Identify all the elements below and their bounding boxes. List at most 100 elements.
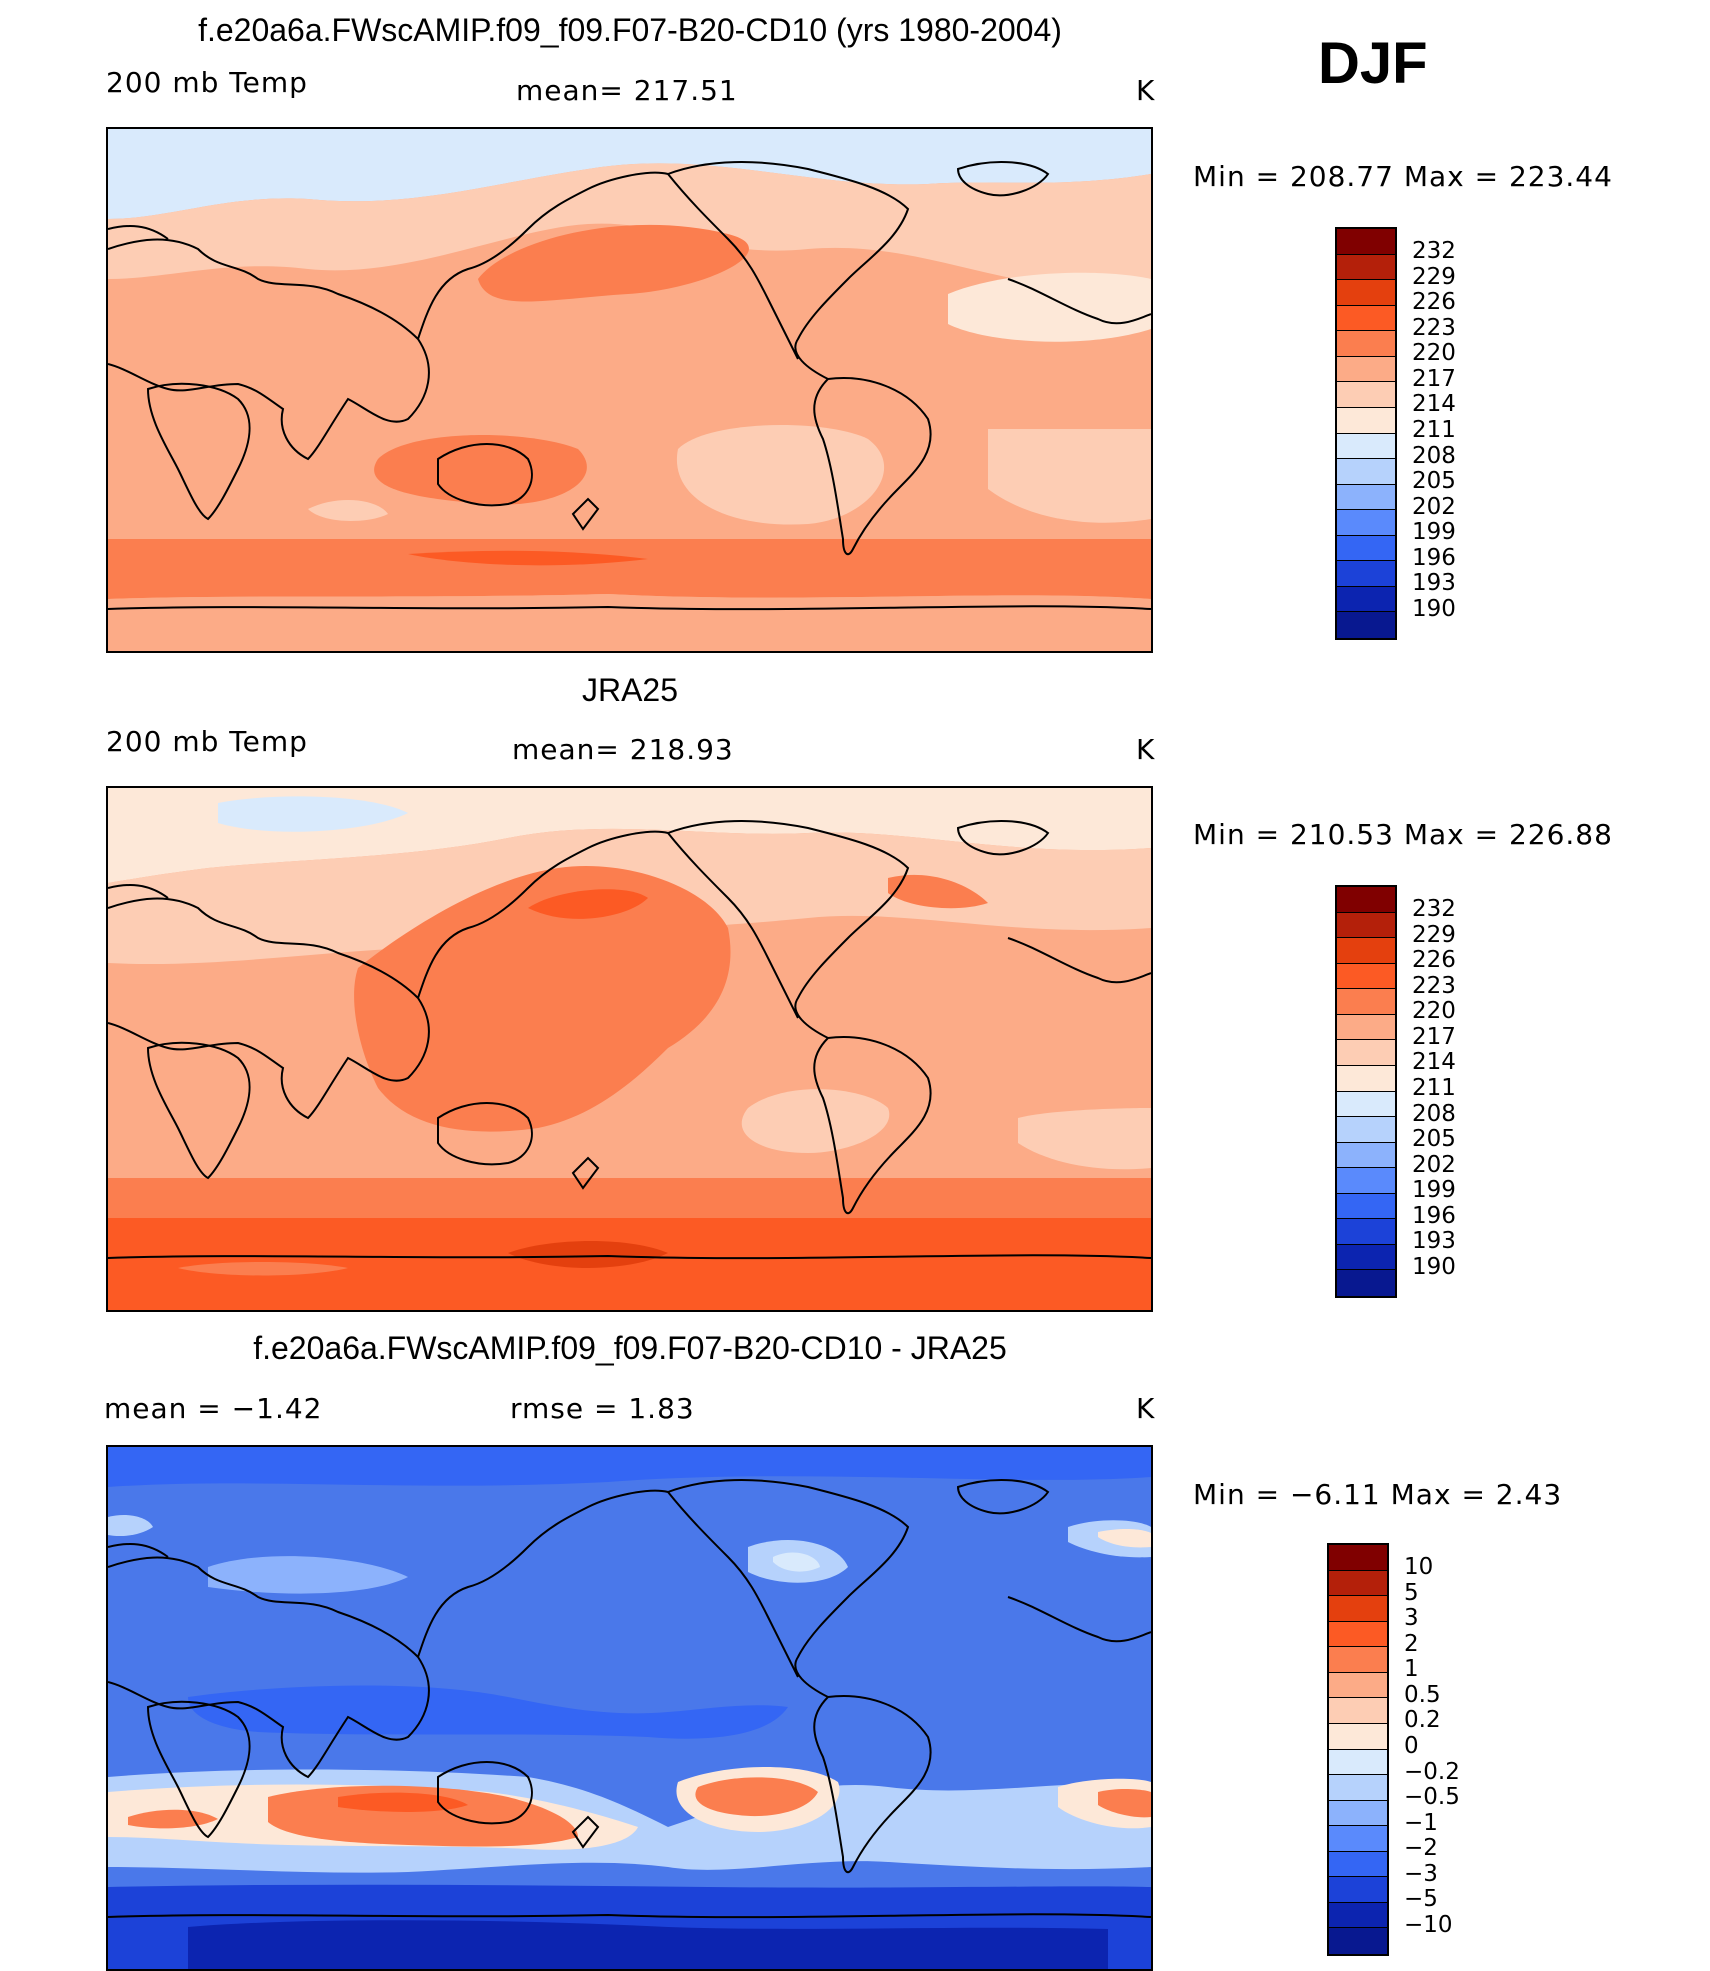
colorbar-tick-label: 0.5 <box>1404 1681 1441 1708</box>
pacific-warm-plume <box>354 866 731 1132</box>
colorbar-tick-label: 190 <box>1412 595 1456 622</box>
colorbar-segment <box>1329 1723 1387 1750</box>
colorbar-tick-label: 193 <box>1412 570 1456 597</box>
colorbar-segment <box>1337 1117 1395 1143</box>
aus-core <box>338 1792 468 1812</box>
colorbar-segment <box>1329 1672 1387 1699</box>
aus-warm <box>374 435 587 505</box>
colorbar-segment <box>1337 305 1395 332</box>
colorbar-segment <box>1337 1065 1395 1092</box>
greenland-outline <box>956 1479 1050 1515</box>
colorbar-tick-label: −2 <box>1404 1835 1438 1862</box>
colorbar-segment <box>1329 1800 1387 1827</box>
panel1-mean: mean= 217.51 <box>516 74 738 107</box>
colorbar-segment <box>1337 887 1395 913</box>
panel1-title: f.e20a6a.FWscAMIP.f09_f09.F07-B20-CD10 (… <box>198 12 1062 48</box>
colorbar-segment <box>1337 1091 1395 1118</box>
ind-pale <box>308 499 388 521</box>
panel3-rmse: rmse = 1.83 <box>510 1392 695 1425</box>
season-label: DJF <box>1318 31 1428 96</box>
namerica-outline <box>667 1479 910 1698</box>
colorbar-segment <box>1337 1244 1395 1271</box>
colorbar-segment <box>1337 1014 1395 1041</box>
colorbar-tick-label: 202 <box>1412 1151 1456 1178</box>
nh-deeper-blue <box>108 1447 1151 1487</box>
colorbar-segment <box>1337 1270 1395 1296</box>
colorbar-tick-label: 217 <box>1412 1023 1456 1050</box>
colorbar-tick-label: 205 <box>1412 1126 1456 1153</box>
europe-outline <box>108 1543 1151 1643</box>
colorbar-tick-label: 226 <box>1412 947 1456 974</box>
colorbar-tick-label: 223 <box>1412 972 1456 999</box>
colorbar-segment <box>1337 433 1395 460</box>
colorbar-tick-label: 220 <box>1412 998 1456 1025</box>
colorbar-tick-label: 5 <box>1404 1579 1419 1606</box>
natl-warm <box>888 874 988 909</box>
colorbar-tick-label: 208 <box>1412 1100 1456 1127</box>
natl-pale <box>1098 1529 1151 1548</box>
colorbar-tick-label: −0.5 <box>1404 1784 1460 1811</box>
panel2-units: K <box>1136 733 1156 766</box>
colorbar-tick-label: 217 <box>1412 365 1456 392</box>
colorbar-tick-label: 229 <box>1412 263 1456 290</box>
panel1-map <box>106 127 1153 653</box>
panel2-colorbar <box>1335 885 1397 1298</box>
antarctic-fill <box>108 594 1151 651</box>
panel3-units: K <box>1136 1392 1156 1425</box>
colorbar-tick-label: 199 <box>1412 1177 1456 1204</box>
eurasia-outline <box>108 1489 669 1779</box>
greenland-outline <box>956 161 1050 197</box>
npac-warm <box>478 224 749 302</box>
panel2-map <box>106 786 1153 1312</box>
colorbar-tick-label: −0.2 <box>1404 1758 1460 1785</box>
eurasia-outline <box>108 830 669 1120</box>
colorbar-tick-label: 193 <box>1412 1228 1456 1255</box>
africa-outline <box>146 1700 251 1839</box>
colorbar-segment <box>1337 407 1395 434</box>
samerica-outline <box>813 377 932 556</box>
colorbar-segment <box>1329 1545 1387 1571</box>
colorbar-tick-label: 226 <box>1412 289 1456 316</box>
colorbar-segment <box>1329 1698 1387 1724</box>
colorbar-segment <box>1337 561 1395 587</box>
panel3-title: f.e20a6a.FWscAMIP.f09_f09.F07-B20-CD10 -… <box>253 1330 1007 1366</box>
colorbar-tick-label: −1 <box>1404 1809 1438 1836</box>
nz-outline <box>571 1815 600 1849</box>
colorbar-tick-label: 1 <box>1404 1656 1419 1683</box>
colorbar-segment <box>1329 1596 1387 1622</box>
colorbar-tick-label: 202 <box>1412 493 1456 520</box>
colorbar-tick-label: 205 <box>1412 468 1456 495</box>
europe-outline <box>108 884 1151 984</box>
colorbar-segment <box>1337 1142 1395 1169</box>
southern-warm-belt <box>108 539 1151 599</box>
colorbar-segment <box>1337 912 1395 939</box>
colorbar-segment <box>1337 1040 1395 1066</box>
satl-warm <box>1098 1788 1151 1818</box>
colorbar-segment <box>1337 938 1395 964</box>
atl-pale <box>1018 1108 1151 1170</box>
panel1-minmax: Min = 208.77 Max = 223.44 <box>1193 160 1613 193</box>
australia-outline <box>437 443 533 507</box>
trop-deeper-blue <box>188 1685 788 1739</box>
panel3-minmax: Min = −6.11 Max = 2.43 <box>1193 1478 1563 1511</box>
antarctic-cool-patch <box>178 1262 348 1276</box>
eurasia-outline <box>108 171 669 461</box>
africa-outline <box>146 1041 251 1180</box>
panel2-minmax: Min = 210.53 Max = 226.88 <box>1193 818 1613 851</box>
europe-outline <box>108 225 1151 325</box>
colorbar-tick-label: 214 <box>1412 1049 1456 1076</box>
greenland-outline <box>956 820 1050 856</box>
natl-cool <box>948 272 1151 342</box>
satl-pale <box>988 429 1151 523</box>
colorbar-segment <box>1329 1570 1387 1597</box>
colorbar-segment <box>1337 963 1395 990</box>
colorbar-segment <box>1337 280 1395 306</box>
colorbar-segment <box>1329 1749 1387 1776</box>
panel3-map <box>106 1445 1153 1971</box>
colorbar-tick-label: 220 <box>1412 340 1456 367</box>
colorbar-segment <box>1337 484 1395 511</box>
australia-outline <box>437 1761 533 1825</box>
antarctica-outline <box>108 605 1151 611</box>
colorbar-tick-label: 196 <box>1412 1202 1456 1229</box>
namerica-outline <box>667 161 910 380</box>
